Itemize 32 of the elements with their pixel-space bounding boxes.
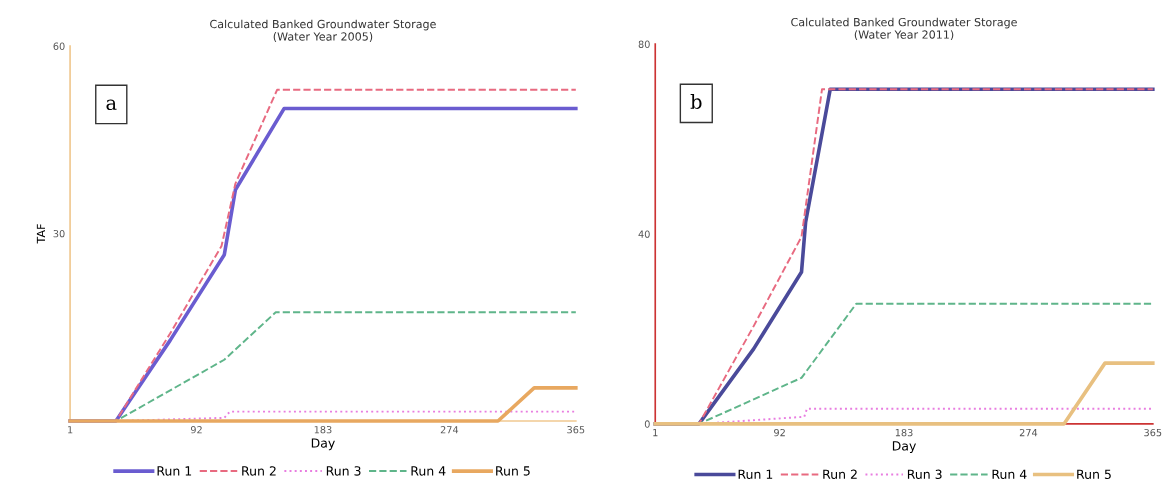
x-tick-label: 92 (190, 426, 202, 434)
legend-label: Run 1 (738, 469, 773, 479)
legend-label: Run 2 (242, 466, 276, 476)
legend-label: Run 5 (1077, 469, 1111, 479)
x-tick-label: 274 (440, 426, 459, 434)
legend-label: Run 3 (326, 466, 361, 476)
y-tick-label: 60 (53, 42, 65, 50)
x-axis-title: Day (892, 441, 916, 454)
x-tick-label: 183 (314, 426, 332, 434)
y-tick-label: 80 (638, 40, 650, 48)
y-tick-label: 0 (644, 420, 650, 428)
legend-label: Run 2 (823, 469, 857, 479)
x-tick-label: 365 (567, 426, 585, 434)
legend-label: Run 4 (992, 469, 1027, 479)
legend-label: Run 5 (496, 466, 530, 476)
y-tick-label: 40 (638, 230, 650, 238)
x-tick-label: 365 (1144, 428, 1162, 437)
legend-label: Run 4 (411, 466, 446, 476)
x-tick-label: 274 (1019, 428, 1038, 437)
chart-title: Calculated Banked Groundwater Storage (Water Year 2011) (791, 17, 1017, 41)
chart-title: Calculated Banked Groundwater Storage (Water Year 2005) (210, 19, 436, 42)
legend-label: Run 3 (907, 469, 942, 479)
x-tick-label: 92 (774, 428, 785, 437)
x-tick-label: 183 (895, 428, 913, 437)
x-axis-title: Day (311, 438, 335, 451)
y-axis-title: TAF (36, 224, 45, 244)
legend-label: Run 1 (157, 466, 192, 476)
y-tick-label: 30 (53, 230, 65, 238)
x-tick-label: 1 (68, 426, 73, 434)
annotation: a (106, 99, 117, 111)
annotation: b (690, 93, 702, 109)
x-tick-label: 1 (653, 429, 658, 437)
